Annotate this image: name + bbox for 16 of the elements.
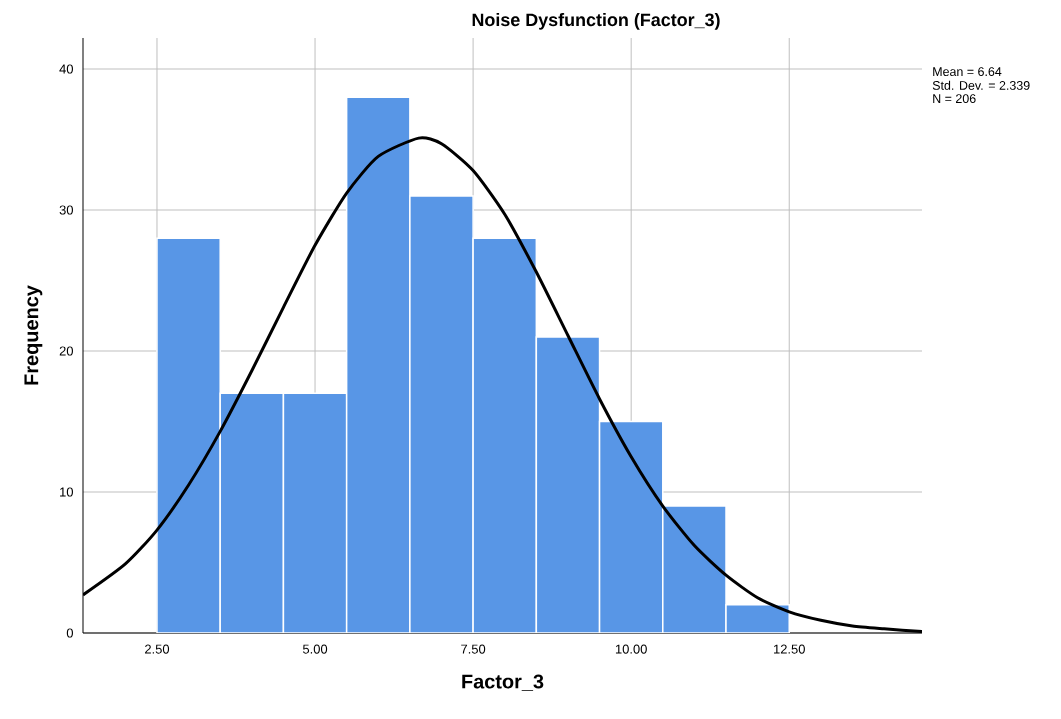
- y-tick-label: 40: [59, 64, 73, 74]
- x-tick-label: 10.00: [615, 644, 647, 654]
- y-tick-label: 0: [66, 628, 73, 638]
- x-axis-title: Factor_3: [462, 674, 544, 691]
- x-tick-label: 12.50: [774, 644, 805, 654]
- y-axis-title: Frequency: [24, 285, 43, 385]
- text: Std. Dev. = 2.339: [932, 80, 1030, 90]
- text: N = 206: [933, 94, 976, 104]
- text: Mean = 6.64: [933, 67, 1002, 77]
- x-tick-label: 7.50: [461, 644, 486, 654]
- y-tick-label: 30: [59, 205, 73, 215]
- x-tick-label: 2.50: [145, 644, 170, 654]
- y-tick-label: 10: [60, 487, 73, 497]
- chart-title: Noise Dysfunction (Factor_3): [472, 12, 720, 30]
- x-tick-label: 5.00: [302, 644, 328, 654]
- y-tick-label: 20: [59, 346, 73, 356]
